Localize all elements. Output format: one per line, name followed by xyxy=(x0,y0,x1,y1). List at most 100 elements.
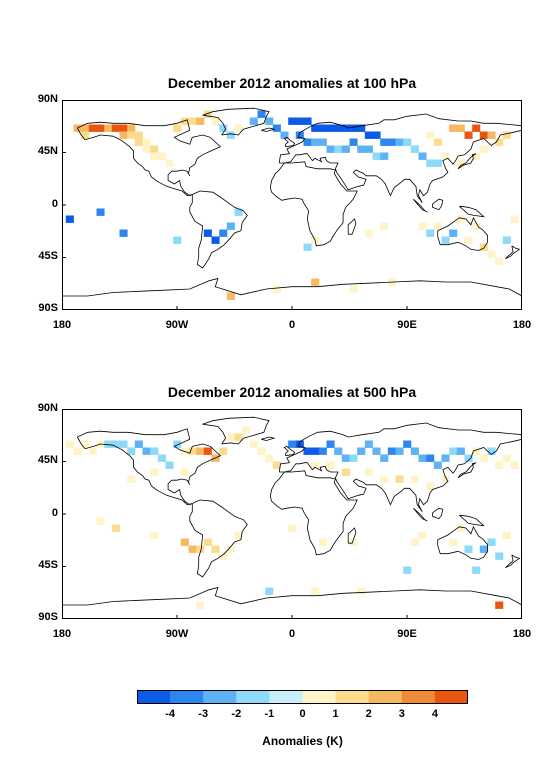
coastline xyxy=(261,127,276,132)
anomaly-cell xyxy=(226,433,235,441)
coastline xyxy=(505,245,521,260)
anomaly-cell xyxy=(380,454,389,462)
coastline xyxy=(62,586,522,606)
anomaly-cell xyxy=(349,285,358,293)
anomaly-cell xyxy=(150,152,159,160)
anomaly-cell xyxy=(111,440,120,448)
colorbar-swatch xyxy=(368,690,403,704)
colorbar-tick-label: -3 xyxy=(198,708,209,720)
coastline xyxy=(457,462,477,479)
coastline xyxy=(278,422,522,512)
anomaly-cell xyxy=(203,229,212,237)
anomaly-cell xyxy=(449,229,458,237)
anomaly-cell xyxy=(226,131,235,139)
anomaly-cell xyxy=(188,447,197,455)
anomaly-cell xyxy=(426,159,435,167)
anomaly-cell xyxy=(349,454,358,462)
anomaly-cell xyxy=(433,138,442,146)
coastline xyxy=(189,499,248,578)
anomaly-cell xyxy=(479,545,488,553)
anomaly-cell xyxy=(433,222,442,230)
anomaly-cell xyxy=(472,152,481,160)
anomaly-cell xyxy=(150,447,159,455)
anomaly-cell xyxy=(326,145,335,153)
anomaly-cell xyxy=(311,278,320,286)
anomaly-cell xyxy=(395,475,404,483)
anomaly-cell xyxy=(410,475,419,483)
anomaly-cell xyxy=(203,447,212,455)
coastline xyxy=(62,277,522,297)
coastline xyxy=(459,514,485,527)
anomaly-cell xyxy=(303,447,312,455)
anomaly-cell xyxy=(311,124,320,132)
anomaly-cell xyxy=(81,124,90,132)
anomaly-cell xyxy=(280,131,289,139)
anomaly-cell xyxy=(364,440,373,448)
lat-label: 90S xyxy=(38,611,58,623)
anomaly-cell xyxy=(226,545,235,553)
coastline xyxy=(76,119,222,197)
colorbar-swatch xyxy=(137,690,171,704)
anomaly-cell xyxy=(334,447,343,455)
anomaly-cell xyxy=(81,440,90,448)
lat-label: 0 xyxy=(51,198,58,210)
anomaly-cell xyxy=(341,468,350,476)
anomaly-cell xyxy=(418,454,427,462)
coastline xyxy=(202,107,270,136)
anomaly-cell xyxy=(180,538,189,546)
anomaly-cell xyxy=(418,152,427,160)
map-500hpa xyxy=(62,409,522,619)
anomaly-cell xyxy=(173,236,182,244)
colorbar-title: Anomalies (K) xyxy=(262,734,343,748)
colorbar-tick-label: -1 xyxy=(264,708,275,720)
anomaly-cell xyxy=(318,138,327,146)
lon-label: 180 xyxy=(52,628,72,640)
anomaly-cell xyxy=(65,215,74,223)
coastline xyxy=(413,507,428,522)
lon-label: 0 xyxy=(288,628,296,640)
anomaly-cell xyxy=(242,426,251,434)
colorbar-swatches xyxy=(137,690,468,704)
coastline xyxy=(457,153,477,170)
anomaly-cell xyxy=(326,461,335,469)
anomaly-cell xyxy=(441,152,450,160)
anomaly-cell xyxy=(157,454,166,462)
anomaly-cell xyxy=(180,468,189,476)
anomaly-cell xyxy=(479,145,488,153)
anomaly-cell xyxy=(234,433,243,441)
anomaly-cell xyxy=(502,454,511,462)
anomaly-cell xyxy=(127,124,136,132)
anomaly-cell xyxy=(73,447,82,455)
anomaly-cell xyxy=(96,208,105,216)
anomaly-cell xyxy=(203,110,212,118)
anomaly-cell xyxy=(372,131,381,139)
anomaly-cell xyxy=(311,461,320,469)
colorbar-swatch xyxy=(236,690,270,704)
anomaly-cell xyxy=(249,117,258,125)
anomaly-cell xyxy=(257,110,266,118)
coastline xyxy=(437,525,488,560)
anomaly-cell xyxy=(487,250,496,258)
anomaly-cell xyxy=(449,124,458,132)
anomaly-cell xyxy=(165,461,174,469)
anomaly-cell xyxy=(387,447,396,455)
anomaly-cell xyxy=(464,454,473,462)
anomaly-cell xyxy=(341,145,350,153)
anomaly-cell xyxy=(311,138,320,146)
coastline xyxy=(432,198,444,211)
anomaly-cell xyxy=(257,447,266,455)
anomaly-cell xyxy=(226,292,235,300)
anomaly-cell xyxy=(104,124,113,132)
panel-title: December 2012 anomalies at 500 hPa xyxy=(167,384,417,400)
anomaly-cell xyxy=(142,138,151,146)
anomaly-cell xyxy=(334,124,343,132)
anomaly-cell xyxy=(395,138,404,146)
anomaly-cell xyxy=(234,531,243,539)
coastline xyxy=(347,218,357,235)
anomaly-cell xyxy=(479,131,488,139)
anomaly-cell xyxy=(349,538,358,546)
coastline xyxy=(432,507,444,520)
colorbar-tick-label: 3 xyxy=(398,708,405,720)
anomaly-cell xyxy=(272,285,281,293)
anomaly-cell xyxy=(173,440,182,448)
